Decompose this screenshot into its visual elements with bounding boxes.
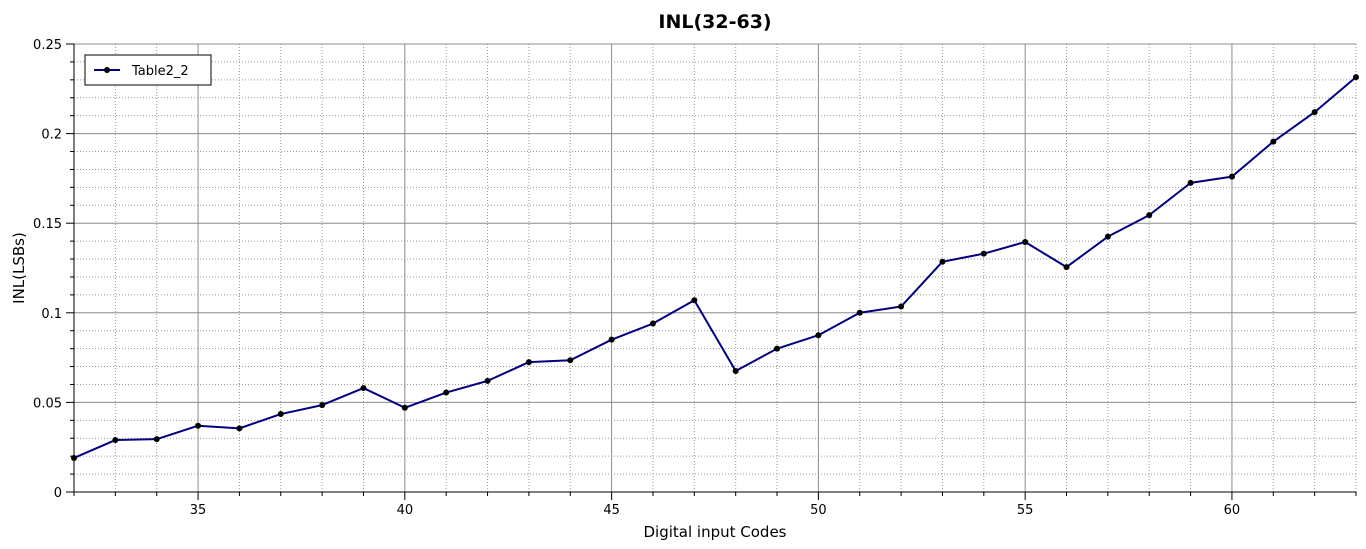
data-point — [1353, 74, 1359, 81]
axes — [73, 44, 1356, 493]
data-point — [401, 404, 408, 411]
data-point — [980, 250, 987, 257]
x-axis-label: Digital input Codes — [644, 523, 787, 541]
y-axis-label: INL(LSBs) — [10, 232, 28, 304]
data-point — [649, 320, 656, 327]
y-tick-label: 0.1 — [41, 307, 62, 322]
y-tick-label: 0 — [54, 486, 62, 501]
x-tick-label: 50 — [810, 503, 827, 518]
data-point — [691, 297, 698, 304]
legend-label-table2-2: Table2_2 — [131, 64, 189, 79]
series-line-table2-2 — [73, 76, 1357, 459]
data-point — [608, 336, 615, 343]
data-point — [939, 258, 946, 265]
legend-swatch-marker — [104, 67, 110, 73]
data-point — [774, 345, 781, 352]
x-tick-label: 35 — [190, 503, 207, 518]
data-point — [195, 422, 202, 429]
x-axis-ticks: 35 40 45 50 55 60 — [73, 492, 1357, 518]
data-point — [856, 309, 863, 316]
data-point — [1022, 239, 1029, 246]
x-tick-label: 45 — [603, 503, 620, 518]
data-point — [360, 385, 367, 392]
y-tick-label: 0.2 — [41, 128, 62, 143]
data-point — [1270, 138, 1277, 145]
data-point — [815, 332, 822, 339]
data-point — [236, 425, 243, 432]
data-point — [1228, 173, 1235, 180]
data-point — [525, 359, 532, 366]
legend: Table2_2 — [84, 54, 212, 86]
data-point — [277, 411, 284, 418]
data-point — [484, 377, 491, 384]
data-point — [443, 389, 450, 396]
data-point — [1063, 264, 1070, 271]
data-point — [153, 436, 160, 443]
data-point — [112, 437, 119, 444]
data-point — [319, 402, 326, 409]
data-point — [1187, 179, 1194, 186]
data-point — [1104, 233, 1111, 240]
data-point — [732, 368, 739, 375]
data-point — [567, 357, 574, 364]
x-tick-label: 60 — [1224, 503, 1241, 518]
y-axis-ticks: 0 0.05 0.1 0.15 0.2 0.25 — [33, 38, 74, 501]
data-point — [1146, 212, 1153, 219]
x-tick-label: 55 — [1017, 503, 1034, 518]
series-layer — [71, 74, 1359, 461]
y-tick-label: 0.25 — [33, 38, 62, 53]
data-point — [898, 303, 905, 310]
data-point — [1311, 109, 1318, 116]
minor-grid — [73, 44, 1357, 492]
y-tick-label: 0.05 — [33, 396, 62, 411]
chart-title: INL(32-63) — [658, 11, 771, 33]
y-tick-label: 0.15 — [33, 217, 62, 232]
data-point — [71, 454, 77, 461]
x-tick-label: 40 — [397, 503, 414, 518]
major-grid — [74, 43, 1356, 492]
